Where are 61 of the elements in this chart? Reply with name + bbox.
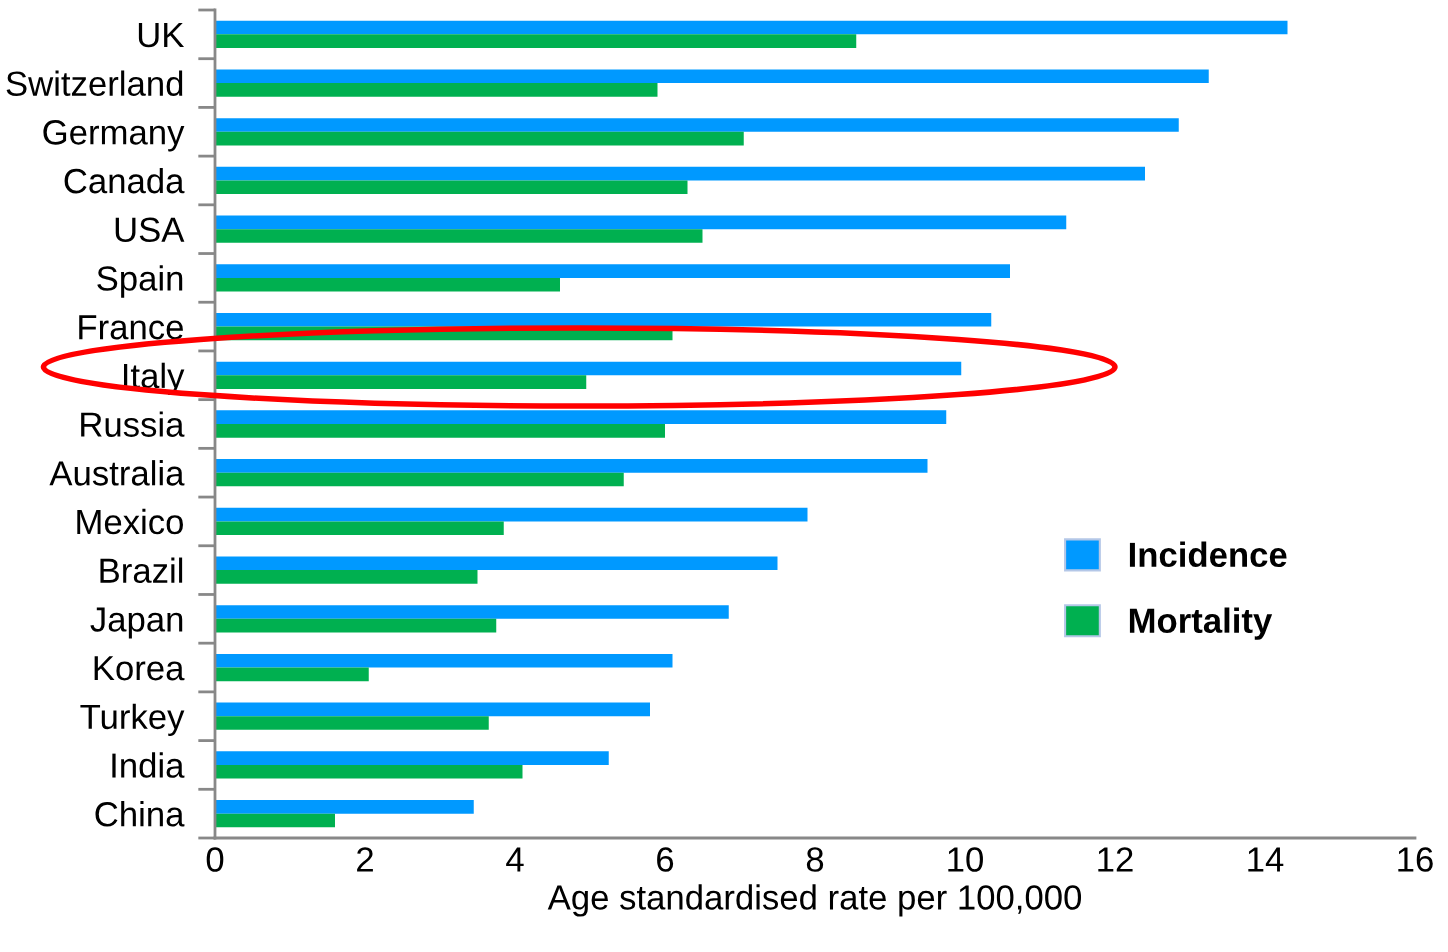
y-tick-label: Spain — [97, 265, 183, 298]
bar — [215, 667, 369, 682]
y-tick-label: Switzerland — [6, 70, 183, 96]
y-tick-label: Germany — [43, 120, 185, 152]
y-tick-label: India — [112, 752, 185, 778]
y-tick-label: France — [79, 315, 183, 340]
bar — [215, 507, 808, 522]
bar — [215, 472, 624, 487]
y-tick-label: Turkey — [80, 703, 185, 737]
bar — [215, 410, 947, 424]
bar — [215, 20, 1288, 35]
bar — [215, 277, 560, 292]
bar — [215, 215, 1067, 230]
bar — [215, 166, 1145, 181]
bar — [215, 800, 474, 814]
bar — [215, 813, 335, 828]
bar — [215, 69, 1209, 84]
bar — [215, 521, 504, 536]
bar — [215, 653, 673, 668]
y-tick-label: Mexico — [77, 508, 183, 535]
bar — [215, 83, 658, 97]
x-tick-label: 14 — [1248, 847, 1284, 872]
bar — [215, 556, 778, 571]
y-tick-label: Brazil — [100, 557, 183, 584]
bar — [215, 751, 609, 765]
bar — [215, 570, 478, 584]
y-tick-label: Korea — [94, 656, 185, 681]
bar — [215, 764, 523, 779]
bar — [215, 618, 497, 633]
legend-label: Incidence — [1129, 541, 1287, 568]
x-tick-label: 4 — [506, 847, 524, 872]
bar — [215, 180, 688, 195]
bar — [215, 702, 650, 717]
y-tick-label: Canada — [64, 167, 185, 194]
x-tick-label: 12 — [1098, 847, 1133, 872]
x-tick-label: 2 — [357, 847, 373, 872]
bar — [215, 605, 729, 619]
bar — [215, 361, 962, 376]
x-tick-label: 16 — [1398, 847, 1433, 872]
x-tick-label: 8 — [806, 847, 824, 872]
bar — [215, 424, 665, 438]
bar — [215, 716, 489, 730]
y-tick-label: USA — [115, 217, 185, 243]
bar — [215, 375, 587, 389]
bar — [215, 118, 1179, 132]
x-axis-title: Age standardised rate per 100,000 — [547, 884, 1082, 917]
x-tick-label: 6 — [657, 847, 674, 872]
y-tick-label: China — [95, 801, 185, 827]
y-tick-label: Japan — [90, 607, 183, 639]
bar — [215, 264, 1010, 278]
bar — [215, 131, 744, 146]
y-tick-label: Russia — [81, 411, 185, 437]
bar — [215, 312, 992, 327]
legend-label: Mortality — [1129, 607, 1273, 640]
y-tick-label: Australia — [49, 460, 185, 486]
bar — [215, 34, 857, 48]
x-tick-label: 0 — [206, 847, 224, 872]
bar — [215, 459, 928, 473]
x-tick-label: 10 — [948, 847, 983, 872]
y-tick-label: UK — [138, 23, 185, 48]
bar — [215, 229, 703, 243]
